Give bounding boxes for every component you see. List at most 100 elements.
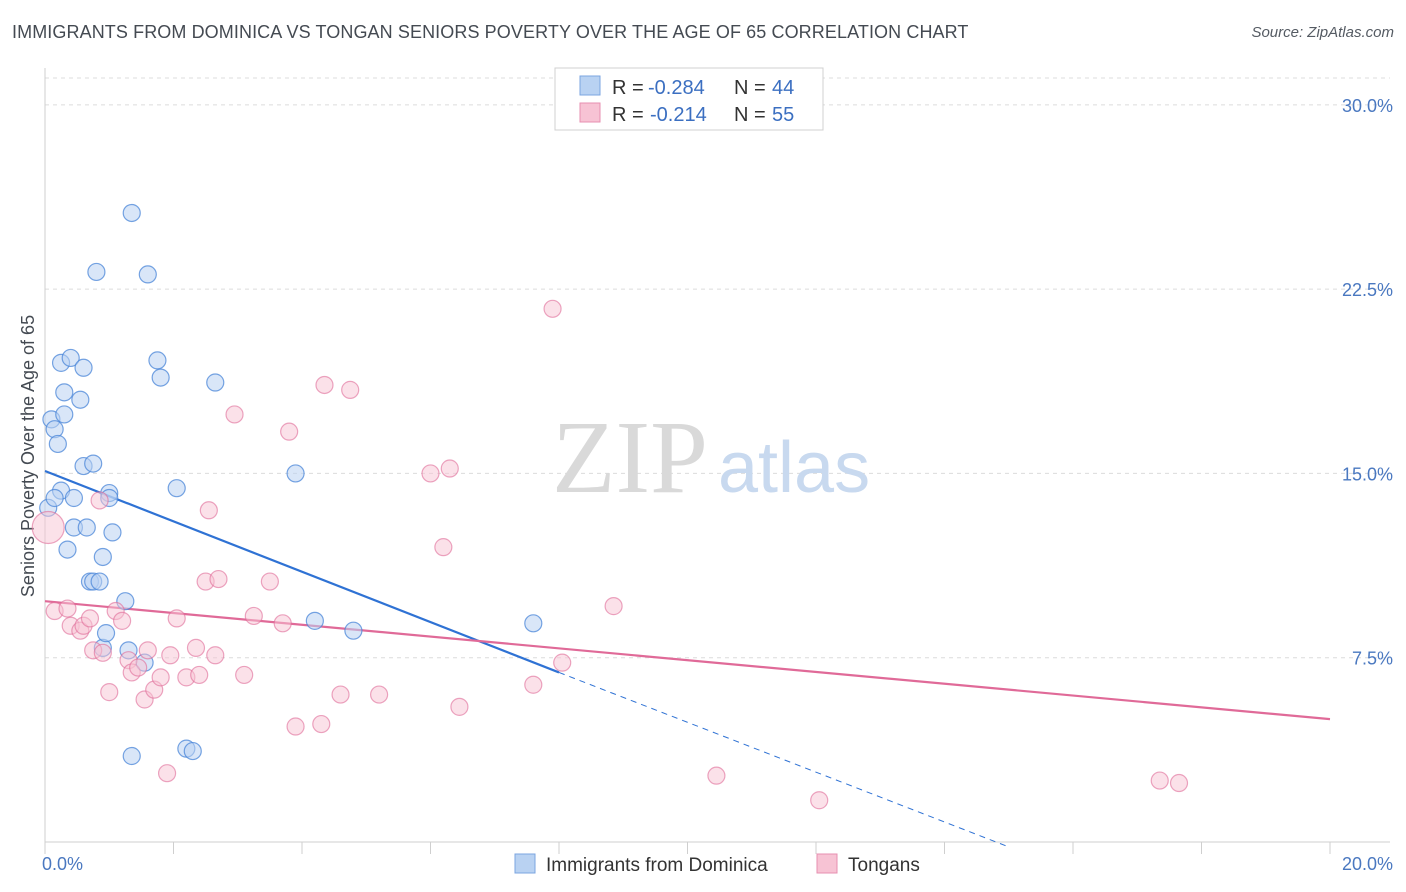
- watermark: ZIP atlas: [552, 400, 870, 515]
- y-tick-labels: 7.5% 15.0% 22.5% 30.0%: [1342, 96, 1393, 669]
- point-tongans-44: [440, 459, 459, 478]
- point-tongans-22: [167, 609, 186, 628]
- point-tongans-32: [244, 606, 263, 626]
- point-tongans-39: [331, 685, 350, 704]
- watermark-zip: ZIP: [552, 400, 708, 515]
- point-tongans-52: [1150, 771, 1169, 790]
- point-dominica-16: [77, 518, 96, 537]
- point-tongans-29: [209, 569, 228, 589]
- trendline-dominica: [44, 469, 560, 674]
- point-dominica-43: [524, 614, 543, 633]
- legend-n-label-2: N =: [734, 104, 766, 126]
- series-tongans-points: [31, 299, 1189, 810]
- point-tongans-0: [31, 510, 65, 545]
- point-tongans-36: [286, 717, 305, 736]
- point-dominica-33: [138, 265, 157, 284]
- series-dominica-points: [39, 203, 543, 766]
- point-dominica-14: [74, 358, 93, 377]
- point-dominica-13: [71, 390, 90, 409]
- point-dominica-12: [64, 488, 84, 508]
- point-dominica-27: [103, 523, 122, 542]
- point-dominica-38: [183, 741, 202, 761]
- legend-bottom-label-tongans: Tongans: [848, 855, 920, 876]
- point-dominica-41: [305, 611, 324, 630]
- trendline-dominica-extension: [558, 671, 1009, 848]
- legend-r-value-1: -0.284: [648, 77, 705, 99]
- point-tongans-8: [90, 491, 109, 510]
- point-tongans-49: [604, 597, 623, 616]
- trendlines: [44, 469, 1331, 848]
- point-tongans-6: [80, 609, 100, 628]
- point-tongans-51: [810, 791, 829, 810]
- point-dominica-31: [122, 203, 141, 223]
- legend-r-label-2: R =: [612, 104, 644, 126]
- point-dominica-34: [148, 351, 167, 370]
- point-dominica-36: [167, 479, 186, 498]
- point-tongans-30: [225, 405, 244, 424]
- point-dominica-21: [90, 572, 109, 591]
- point-tongans-25: [190, 665, 209, 685]
- source-credit: Source: ZipAtlas.com: [1251, 24, 1394, 41]
- x-tick-label-1: 20.0%: [1342, 854, 1393, 874]
- point-tongans-24: [186, 638, 206, 657]
- point-tongans-50: [707, 766, 726, 785]
- y-tick-label-0: 7.5%: [1352, 649, 1393, 669]
- legend-r-value-2: -0.214: [650, 104, 707, 126]
- legend-bottom-label-dominica: Immigrants from Dominica: [546, 855, 768, 876]
- point-tongans-34: [273, 614, 292, 633]
- legend-bottom-swatch-pink: [816, 853, 838, 874]
- point-tongans-46: [524, 675, 543, 694]
- y-tick-label-2: 22.5%: [1342, 280, 1393, 300]
- point-tongans-45: [450, 697, 469, 716]
- point-dominica-23: [93, 547, 112, 567]
- point-tongans-15: [129, 658, 148, 677]
- point-tongans-9: [93, 643, 112, 662]
- legend-n-label-1: N =: [734, 77, 766, 99]
- point-tongans-19: [151, 668, 170, 687]
- legend-n-value-1: 44: [772, 77, 794, 99]
- point-tongans-48: [553, 653, 572, 672]
- point-tongans-31: [235, 665, 254, 685]
- x-tick-labels: 0.0% 20.0%: [42, 854, 1393, 874]
- point-tongans-53: [1169, 773, 1189, 793]
- point-dominica-9: [58, 540, 77, 559]
- point-tongans-47: [543, 299, 562, 318]
- point-dominica-39: [206, 373, 225, 392]
- axes: [44, 68, 1390, 854]
- legend-r-label-1: R =: [612, 77, 644, 99]
- point-tongans-27: [199, 501, 218, 520]
- point-tongans-10: [100, 683, 119, 702]
- point-dominica-10: [61, 348, 80, 368]
- point-dominica-5: [45, 488, 64, 508]
- chart-title: IMMIGRANTS FROM DOMINICA VS TONGAN SENIO…: [12, 22, 969, 42]
- grid-lines: [45, 77, 1390, 659]
- point-dominica-8: [55, 405, 74, 424]
- y-axis-label: Seniors Poverty Over the Age of 65: [18, 315, 38, 597]
- x-tick-label-0: 0.0%: [42, 854, 83, 874]
- point-dominica-19: [84, 454, 103, 473]
- y-tick-label-1: 15.0%: [1342, 464, 1393, 484]
- point-tongans-43: [434, 538, 453, 557]
- point-tongans-21: [161, 646, 180, 665]
- point-tongans-20: [157, 764, 177, 783]
- y-tick-label-3: 30.0%: [1342, 96, 1393, 116]
- point-tongans-33: [260, 572, 279, 591]
- legend-swatch-pink: [579, 102, 601, 123]
- point-dominica-7: [55, 383, 74, 402]
- point-dominica-35: [151, 368, 170, 387]
- legend-swatch-blue: [579, 75, 601, 96]
- point-dominica-20: [87, 262, 106, 282]
- watermark-atlas: atlas: [718, 428, 870, 508]
- point-dominica-30: [122, 746, 141, 766]
- point-tongans-37: [312, 714, 331, 734]
- series-legend: Immigrants from Dominica Tongans: [514, 853, 920, 876]
- point-dominica-3: [48, 434, 67, 454]
- trendline-tongans: [44, 600, 1331, 721]
- stats-legend: R = -0.284 N = 44 R = -0.214 N = 55: [554, 67, 824, 131]
- legend-bottom-swatch-blue: [514, 853, 536, 874]
- point-dominica-2: [45, 420, 64, 439]
- point-tongans-12: [112, 611, 132, 630]
- point-tongans-38: [315, 375, 334, 395]
- point-tongans-28: [206, 646, 225, 665]
